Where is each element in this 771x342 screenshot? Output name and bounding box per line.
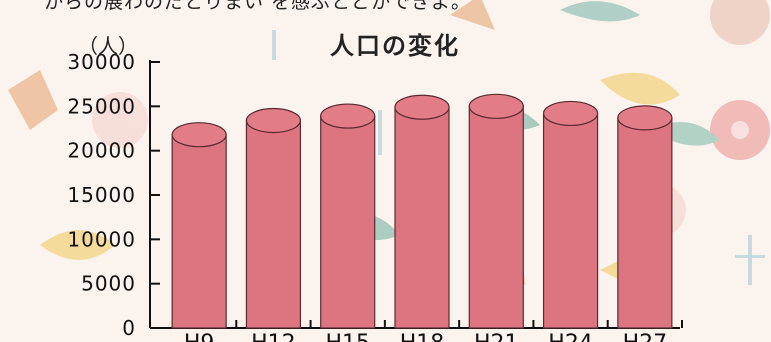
bar-cap [320,103,376,129]
leaf-icon [8,70,58,130]
y-tick-label: 0 [122,316,136,340]
x-tick-label: H9 [184,331,215,342]
x-tick-label: H27 [623,331,668,342]
dragonfly-icon [748,235,752,285]
bar-cap [171,122,227,148]
bar-cap [245,107,302,134]
bar [468,105,524,329]
bar [171,134,227,329]
y-tick-label: 20000 [67,139,136,163]
x-tick-label: H12 [251,331,296,342]
x-tick-label: H21 [474,331,519,342]
bar-cap [617,105,673,131]
flower-icon [92,92,148,148]
leaf-icon [450,0,495,30]
dragonfly-icon [272,30,276,60]
flower-icon [731,121,749,139]
bar [542,112,599,329]
y-tick-label: 5000 [81,272,136,296]
dragonfly-icon [378,110,382,155]
bar-cap [468,93,524,119]
bar-cap [394,94,450,120]
flower-icon [710,0,770,45]
y-axis-unit-label: （人） [78,34,138,58]
bar-cap [542,100,599,127]
y-tick-label: 30000 [67,50,136,74]
y-tick-label: 15000 [67,183,136,207]
x-tick-label: H18 [400,331,445,342]
y-tick-label: 10000 [67,227,136,251]
y-tick-label: 25000 [67,94,136,118]
bar [245,119,302,329]
fan-leaf-icon [40,230,115,260]
bar [394,106,450,329]
dragonfly-icon [735,255,765,258]
chart-title: 人口の変化 [330,32,460,60]
bar [617,117,673,329]
bird-icon [560,1,640,22]
x-tick-label: H24 [548,331,593,342]
fan-leaf-icon [600,72,680,105]
bar [320,115,376,329]
header-text: からの展わのだとりまい を感ぶとどかできよ。 [44,0,472,13]
x-tick-label: H15 [325,331,370,342]
